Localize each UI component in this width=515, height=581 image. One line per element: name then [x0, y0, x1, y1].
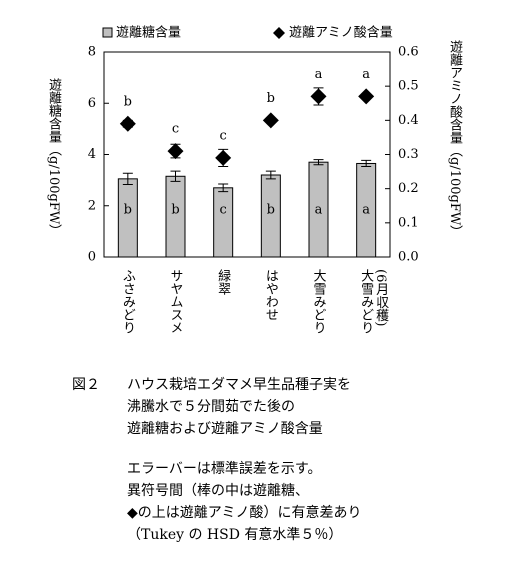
error-bar [122, 119, 133, 128]
error-bar [361, 94, 372, 99]
x-tick-label: 大雪みどり [310, 269, 326, 334]
significance-letter: c [220, 203, 227, 218]
plot-frame [103, 51, 391, 258]
x-tick-label: サヤムスメ [167, 269, 183, 334]
error-bar [313, 87, 324, 106]
y-axis-title: 遊離糖含量（g/100gFW） [46, 78, 61, 238]
y2-tick-label: 0.6 [398, 45, 419, 60]
significance-letter: a [362, 67, 370, 82]
bar [213, 187, 234, 258]
y2-tick-label: 0.1 [398, 215, 419, 230]
significance-letter: b [171, 203, 179, 218]
caption-note: 異符号間（棒の中は遊離糖、 [127, 483, 309, 499]
x-tick-label: ふさみどり [119, 269, 135, 334]
y2-tick-label: 0.2 [398, 181, 419, 196]
x-tick-label: 大雪みどり (6月収穫) [358, 269, 389, 334]
y2-tick-label: 0.4 [398, 113, 419, 128]
y2-axis-title: 遊離アミノ酸含量（g/100gFW） [447, 40, 462, 239]
significance-letter: c [172, 122, 179, 137]
caption-title-line: ハウス栽培エダマメ早生品種子実を [127, 377, 351, 393]
figure-label: 図２ [72, 377, 100, 393]
caption-note: エラーバーは標準誤差を示す。 [127, 461, 322, 477]
error-bar [170, 143, 181, 159]
legend-swatch [273, 27, 285, 39]
error-bar [265, 170, 276, 180]
error-bar [265, 118, 276, 123]
significance-letter: a [315, 203, 323, 218]
y2-tick-label: 0.0 [398, 250, 419, 265]
y2-tick-label: 0.5 [398, 79, 419, 94]
error-bar [361, 159, 372, 168]
significance-letter: b [124, 94, 132, 109]
caption-title-line: 沸騰水で５分間茹でた後の [127, 399, 295, 415]
y-tick-label: 4 [88, 147, 96, 162]
significance-letter: b [124, 203, 132, 218]
legend-label: 遊離糖含量 [116, 25, 181, 41]
y-tick-label: 8 [88, 45, 96, 60]
error-bar [170, 170, 181, 182]
y-tick-label: 6 [88, 96, 96, 111]
significance-letter: b [267, 203, 275, 218]
legend-swatch [102, 27, 113, 38]
error-bar [313, 159, 324, 166]
caption-note: （Tukey の HSD 有意水準５％） [127, 527, 343, 543]
error-bar [218, 183, 229, 193]
bar [117, 178, 138, 258]
significance-letter: c [220, 128, 227, 143]
x-tick-label: 緑翠 [215, 269, 231, 295]
legend-label: 遊離アミノ酸含量 [289, 25, 393, 41]
caption-note: ◆の上は遊離アミノ酸）に有意差あり [127, 505, 362, 521]
significance-letter: b [267, 91, 275, 106]
error-bar [122, 172, 133, 185]
caption-title-line: 遊離糖および遊離アミノ酸含量 [127, 421, 323, 437]
error-bar [218, 148, 229, 167]
significance-letter: a [315, 67, 323, 82]
y2-tick-label: 0.3 [398, 147, 419, 162]
x-tick-label: はやわせ [262, 269, 278, 321]
y-tick-label: 2 [88, 198, 96, 213]
significance-letter: a [362, 203, 370, 218]
y-tick-label: 0 [88, 250, 96, 265]
